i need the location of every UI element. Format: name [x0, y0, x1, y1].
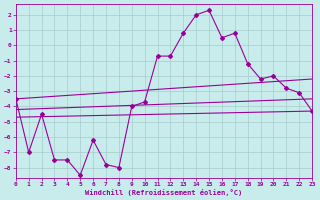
- X-axis label: Windchill (Refroidissement éolien,°C): Windchill (Refroidissement éolien,°C): [85, 189, 243, 196]
